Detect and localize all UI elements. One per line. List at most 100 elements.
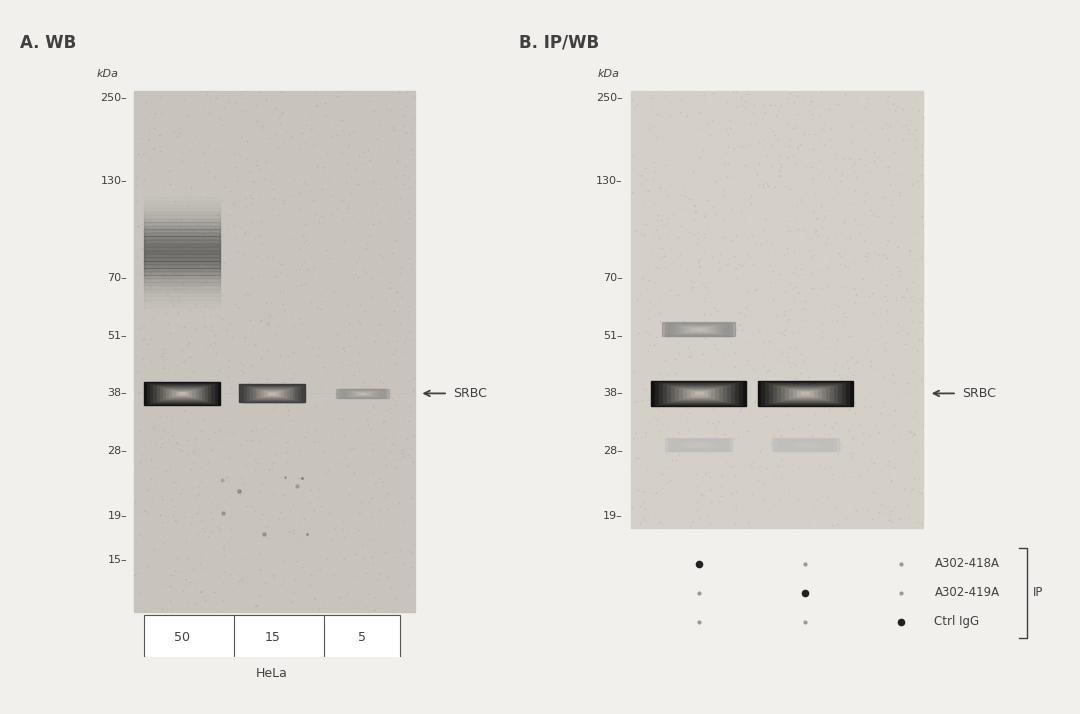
Bar (785, 441, 825, 448)
Bar (144, 222, 220, 228)
Bar (792, 442, 820, 448)
Text: B. IP/WB: B. IP/WB (518, 34, 599, 51)
Bar (166, 388, 198, 398)
Bar (242, 385, 302, 402)
Text: SRBC: SRBC (962, 387, 997, 400)
Bar (144, 290, 220, 296)
Bar (144, 254, 220, 261)
Bar (144, 382, 220, 405)
Bar (342, 390, 382, 397)
Bar (347, 391, 378, 396)
Text: 70–: 70– (603, 273, 623, 283)
Bar (782, 387, 829, 400)
Bar (631, 91, 923, 528)
Text: 28–: 28– (603, 446, 623, 456)
Bar (144, 251, 220, 257)
Bar (144, 215, 220, 221)
Bar (144, 297, 220, 303)
Bar (689, 328, 707, 331)
Text: 15: 15 (265, 631, 280, 644)
Bar (345, 390, 380, 397)
Bar (253, 388, 292, 398)
Bar (788, 441, 822, 448)
Text: HeLa: HeLa (256, 667, 288, 680)
Bar (134, 91, 415, 612)
Text: kDa: kDa (597, 69, 620, 79)
Bar (338, 389, 387, 398)
Bar (671, 324, 726, 334)
Bar (783, 441, 827, 449)
Bar (170, 390, 194, 397)
Bar (677, 325, 720, 333)
Bar (153, 385, 211, 402)
Bar (258, 390, 286, 397)
Bar (144, 276, 220, 282)
Bar (671, 440, 727, 451)
Text: 28–: 28– (107, 446, 127, 456)
Bar (244, 386, 300, 401)
Bar (780, 440, 831, 450)
Bar (352, 391, 374, 396)
Bar (144, 243, 220, 250)
Bar (659, 383, 739, 404)
Bar (267, 392, 278, 395)
Bar (696, 444, 701, 446)
Bar (150, 384, 214, 403)
Bar (354, 392, 372, 395)
Bar (785, 388, 825, 398)
Bar (144, 233, 220, 239)
Bar (671, 386, 727, 401)
Bar (680, 326, 717, 333)
Text: 250–: 250– (100, 93, 127, 103)
Bar (778, 440, 834, 451)
Bar (769, 384, 841, 403)
Bar (144, 247, 220, 253)
Bar (144, 258, 220, 264)
Bar (693, 443, 704, 446)
Text: 51–: 51– (108, 331, 127, 341)
Bar (269, 393, 275, 394)
Text: SRBC: SRBC (453, 387, 487, 400)
Bar (178, 393, 185, 394)
Bar (696, 328, 702, 330)
Bar (144, 201, 220, 207)
Bar (144, 204, 220, 211)
Bar (687, 443, 710, 447)
Bar (651, 381, 746, 406)
Bar (256, 389, 288, 398)
Bar (147, 383, 217, 403)
Bar (774, 439, 836, 451)
Text: 250–: 250– (596, 93, 623, 103)
Bar (144, 265, 220, 271)
Text: A. WB: A. WB (21, 34, 77, 51)
Bar (144, 226, 220, 232)
Bar (674, 324, 723, 334)
Text: IP: IP (1032, 586, 1043, 599)
Bar (144, 272, 220, 278)
Bar (144, 268, 220, 275)
Bar (799, 443, 811, 446)
Bar (757, 381, 853, 406)
Text: 130–: 130– (100, 176, 127, 186)
Text: 51–: 51– (603, 331, 623, 341)
Bar (681, 441, 715, 448)
Bar (694, 392, 702, 394)
Bar (173, 391, 191, 396)
Bar (797, 443, 813, 446)
Bar (654, 381, 742, 406)
Bar (685, 442, 713, 448)
Text: 19–: 19– (108, 511, 127, 521)
Bar (771, 438, 839, 451)
Bar (361, 393, 365, 394)
Bar (157, 386, 207, 401)
Text: 38–: 38– (108, 388, 127, 398)
Text: 38–: 38– (603, 388, 623, 398)
Bar (692, 328, 704, 331)
Bar (665, 438, 732, 451)
Bar (687, 327, 711, 331)
Bar (144, 615, 401, 660)
Bar (350, 391, 376, 396)
Bar (778, 386, 833, 401)
Bar (144, 286, 220, 293)
Bar (761, 381, 849, 406)
